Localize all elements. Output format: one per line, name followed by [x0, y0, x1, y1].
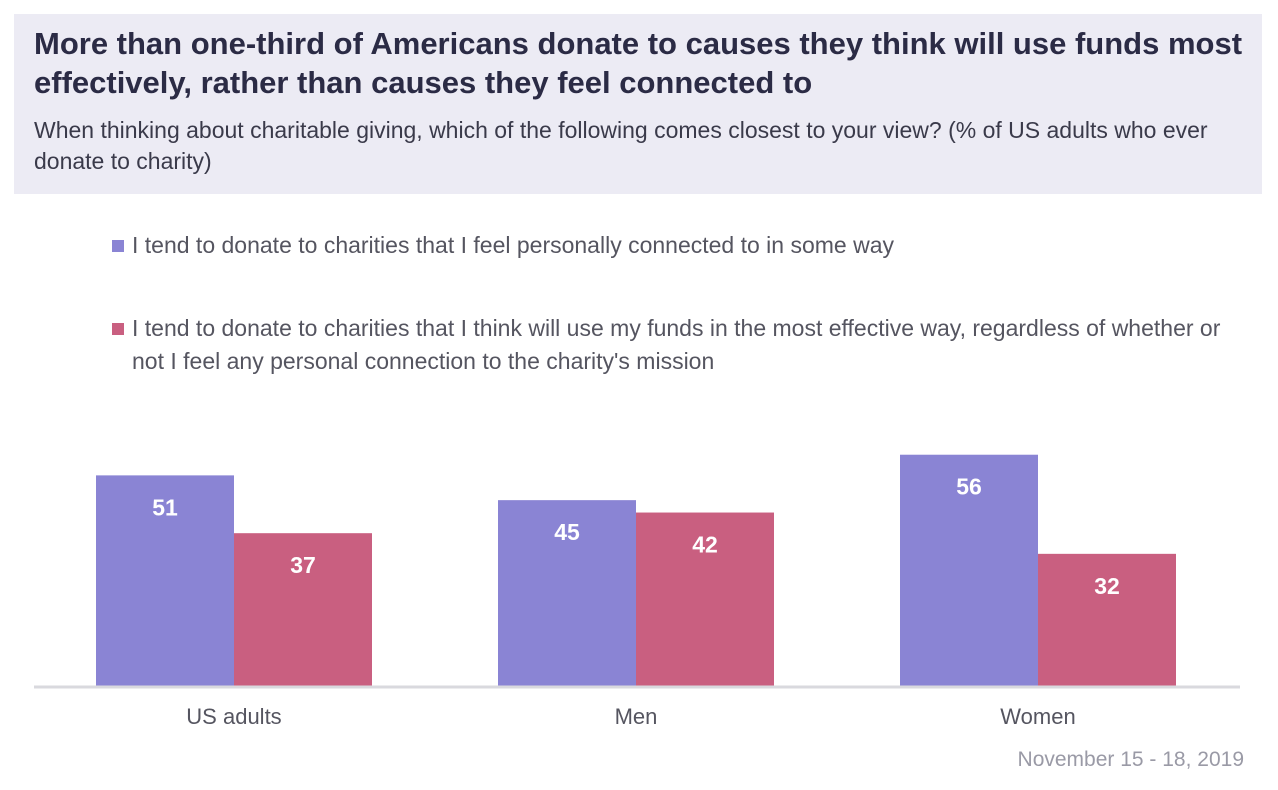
- legend-swatch-series-2: [112, 323, 124, 335]
- data-label-us-adults-series-2: 37: [290, 552, 316, 578]
- legend-item-series-1: I tend to donate to charities that I fee…: [112, 229, 1232, 262]
- bar-women-series-2: [1038, 553, 1176, 686]
- bar-women-series-1: [900, 454, 1038, 686]
- chart-subtitle: When thinking about charitable giving, w…: [34, 117, 1208, 174]
- category-label-men: Men: [615, 704, 658, 729]
- bar-us-adults-series-2: [234, 533, 372, 686]
- data-label-men-series-2: 42: [692, 532, 718, 558]
- data-label-women-series-2: 32: [1094, 573, 1120, 599]
- category-label-us-adults: US adults: [186, 704, 281, 729]
- data-label-us-adults-series-1: 51: [152, 494, 178, 520]
- category-label-women: Women: [1000, 704, 1075, 729]
- date-note: November 15 - 18, 2019: [1017, 748, 1244, 771]
- bar-men-series-1: [498, 500, 636, 686]
- legend-label-series-1: I tend to donate to charities that I fee…: [132, 232, 895, 258]
- legend-swatch-series-1: [112, 240, 124, 252]
- data-label-women-series-1: 56: [956, 474, 982, 500]
- bar-us-adults-series-1: [96, 475, 234, 686]
- chart-title: More than one-third of Americans donate …: [34, 26, 1243, 100]
- legend-item-series-2: I tend to donate to charities that I thi…: [112, 312, 1232, 378]
- legend-label-series-2: I tend to donate to charities that I thi…: [132, 315, 1221, 374]
- data-label-men-series-1: 45: [554, 519, 580, 545]
- header-background: [14, 14, 1262, 194]
- bar-men-series-2: [636, 512, 774, 686]
